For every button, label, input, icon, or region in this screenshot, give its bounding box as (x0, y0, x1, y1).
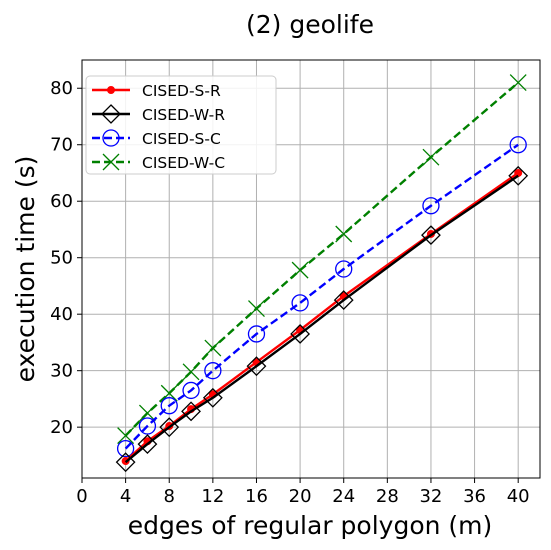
y-tick-label: 50 (50, 248, 73, 269)
y-tick-label: 30 (50, 361, 73, 382)
data-point (116, 439, 135, 458)
data-point (333, 290, 354, 310)
series-cised-w-c (117, 74, 527, 445)
data-point (422, 197, 440, 215)
data-point (291, 294, 309, 312)
y-tick-label: 40 (50, 304, 73, 325)
legend-item: CISED-S-C (92, 129, 221, 148)
x-tick-label: 12 (201, 486, 224, 507)
data-point (204, 362, 222, 380)
x-axis-label: edges of regular polygon (m) (128, 511, 493, 540)
x-tick-label: 4 (120, 486, 131, 507)
chart-title: (2) geolife (246, 10, 374, 39)
data-point (137, 434, 158, 455)
data-point (182, 363, 200, 381)
legend-label: CISED-S-R (142, 82, 221, 100)
data-point (115, 452, 136, 473)
data-point (204, 339, 222, 357)
y-tick-label: 60 (50, 191, 73, 212)
x-tick-label: 8 (164, 486, 175, 507)
series-layer (115, 74, 529, 473)
legend-marker (107, 86, 115, 94)
x-tick-label: 0 (76, 486, 87, 507)
series-line (124, 81, 519, 437)
x-tick-label: 32 (419, 486, 442, 507)
data-point (248, 300, 265, 318)
x-tick-label: 36 (463, 486, 486, 507)
data-point (117, 427, 135, 445)
data-point (246, 356, 267, 377)
series-line (124, 171, 519, 462)
data-point (138, 404, 156, 422)
data-point (181, 401, 201, 422)
legend-box (85, 75, 277, 175)
series-cised-s-c (116, 136, 527, 458)
legend-item: CISED-W-C (92, 153, 225, 172)
data-point (421, 225, 441, 246)
y-axis-label: execution time (s) (11, 156, 40, 383)
x-tick-label: 16 (245, 486, 268, 507)
plot-frame (81, 59, 541, 479)
data-point (291, 261, 309, 279)
legend-marker (101, 104, 121, 124)
data-point (160, 397, 178, 415)
legend-marker (102, 129, 120, 147)
y-tick-label: 80 (50, 78, 73, 99)
legend-label: CISED-W-C (142, 154, 225, 172)
x-tick-label: 20 (289, 486, 312, 507)
legend-item: CISED-W-R (92, 104, 225, 124)
data-point (509, 136, 527, 154)
y-tick-label: 20 (50, 417, 73, 438)
data-point (160, 384, 178, 402)
x-tick-label: 28 (376, 486, 399, 507)
legend-label: CISED-W-R (142, 106, 225, 124)
tick-layer: 0 4 8 12 16 20 24 28 32 36 40 20 30 40 50 60 70 80 (50, 78, 530, 507)
legend-marker (102, 153, 120, 171)
data-point (514, 168, 523, 177)
data-point (335, 225, 353, 243)
data-point (182, 381, 200, 400)
series-cised-w-r (115, 165, 529, 473)
x-tick-label: 24 (332, 486, 355, 507)
grid (81, 60, 540, 478)
x-tick-label: 40 (507, 486, 530, 507)
data-point (290, 324, 311, 344)
legend-label: CISED-S-C (142, 130, 221, 148)
legend-item: CISED-S-R (92, 82, 221, 100)
y-tick-label: 70 (50, 135, 73, 156)
data-point (202, 387, 223, 408)
series-line (124, 143, 519, 450)
data-point (159, 417, 180, 438)
data-point (138, 417, 157, 435)
series-line (124, 174, 519, 464)
data-point (422, 148, 440, 166)
data-point (247, 325, 266, 343)
data-point (509, 74, 527, 92)
legend: CISED-S-R CISED-W-R CISED-S-C CISED-W-C (85, 75, 277, 175)
data-point (335, 260, 353, 278)
data-point (508, 165, 529, 186)
